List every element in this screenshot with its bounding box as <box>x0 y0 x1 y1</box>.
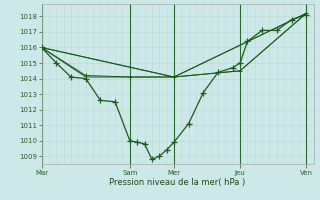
X-axis label: Pression niveau de la mer( hPa ): Pression niveau de la mer( hPa ) <box>109 178 246 187</box>
